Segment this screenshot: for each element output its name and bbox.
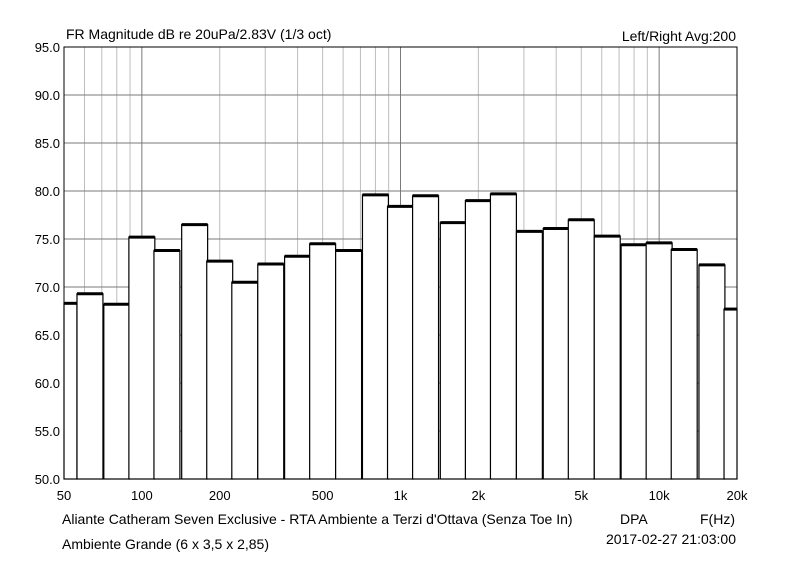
band-bar [128, 236, 156, 480]
band-bar [645, 242, 673, 480]
x-tick-label: 10k [649, 488, 670, 503]
band-bar [361, 194, 390, 480]
bars-layer [63, 192, 738, 480]
band-bar [63, 302, 78, 480]
band-bar [439, 222, 467, 480]
x-tick-label: 200 [209, 488, 231, 503]
footer-room: Ambiente Grande (6 x 3,5 x 2,85) [62, 536, 269, 552]
x-tick-labels: 50 100 200 500 1k 2k 5k 10k 20k [57, 488, 748, 503]
y-tick-label: 70.0 [35, 280, 60, 295]
band-bar [76, 293, 104, 480]
band-bar [542, 227, 570, 480]
y-tick-label: 60.0 [35, 376, 60, 391]
band-bar [567, 219, 595, 480]
band-bar [593, 235, 621, 480]
footer-description: Aliante Catheram Seven Exclusive - RTA A… [62, 511, 573, 527]
x-tick-label: 1k [394, 488, 408, 503]
chart-title: FR Magnitude dB re 20uPa/2.83V (1/3 oct) [66, 26, 332, 42]
header-right-info: Left/Right Avg:200 [621, 28, 736, 44]
y-tick-label: 85.0 [35, 136, 60, 151]
plot-border [63, 46, 738, 480]
band-bar [489, 193, 518, 480]
band-bar [257, 263, 285, 480]
y-tick-label: 65.0 [35, 328, 60, 343]
x-tick-label: 100 [131, 488, 153, 503]
band-bar [670, 248, 698, 480]
y-tick-labels: 50.0 55.0 60.0 65.0 70.0 75.0 80.0 85.0 90.0 95.0 [35, 40, 60, 487]
footer-timestamp: 2017-02-27 21:03:00 [606, 531, 736, 547]
band-bar [723, 308, 738, 480]
y-tick-label: 50.0 [35, 472, 60, 487]
y-tick-label: 75.0 [35, 232, 60, 247]
band-bar [283, 255, 312, 480]
band-bar [335, 249, 363, 480]
x-tick-label: 5k [574, 488, 588, 503]
x-axis-label: F(Hz) [700, 511, 735, 527]
band-bar [515, 230, 543, 480]
band-bar [411, 195, 440, 480]
band-bar [309, 243, 337, 480]
y-tick-label: 80.0 [35, 184, 60, 199]
band-bar [231, 281, 259, 480]
band-bar [181, 224, 209, 480]
band-bar [620, 244, 648, 480]
band-bar [698, 264, 726, 480]
y-tick-label: 90.0 [35, 88, 60, 103]
band-bar [206, 260, 234, 480]
band-bar [386, 205, 415, 480]
x-tick-label: 500 [312, 488, 334, 503]
band-bar [464, 200, 492, 480]
footer-brand: DPA [620, 511, 648, 527]
y-tick-label: 95.0 [35, 40, 60, 55]
band-bar [103, 303, 131, 480]
y-tick-label: 55.0 [35, 424, 60, 439]
x-tick-label: 20k [727, 488, 748, 503]
band-bar [153, 249, 181, 480]
x-tick-label: 2k [471, 488, 485, 503]
x-tick-label: 50 [57, 488, 71, 503]
